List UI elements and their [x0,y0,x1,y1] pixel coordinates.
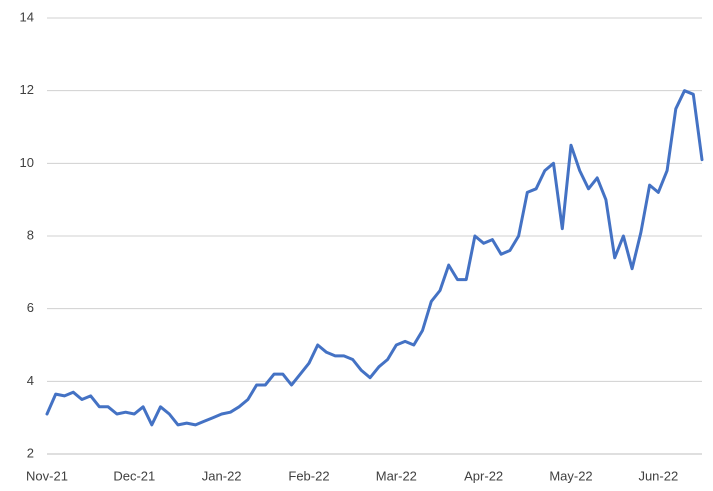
y-tick-label: 14 [20,9,34,24]
x-tick-label: Mar-22 [376,468,417,483]
y-tick-label: 8 [27,227,34,242]
x-tick-label: Apr-22 [464,468,503,483]
x-tick-label: Nov-21 [26,468,68,483]
y-tick-label: 2 [27,445,34,460]
y-tick-label: 10 [20,155,34,170]
x-tick-label: Feb-22 [288,468,329,483]
y-tick-label: 6 [27,300,34,315]
x-tick-label: Jan-22 [202,468,242,483]
data-line [45,89,704,427]
y-tick-label: 12 [20,82,34,97]
x-tick-label: May-22 [549,468,592,483]
x-tick-label: Dec-21 [113,468,155,483]
x-tick-label: Jun-22 [638,468,678,483]
y-tick-label: 4 [27,373,34,388]
